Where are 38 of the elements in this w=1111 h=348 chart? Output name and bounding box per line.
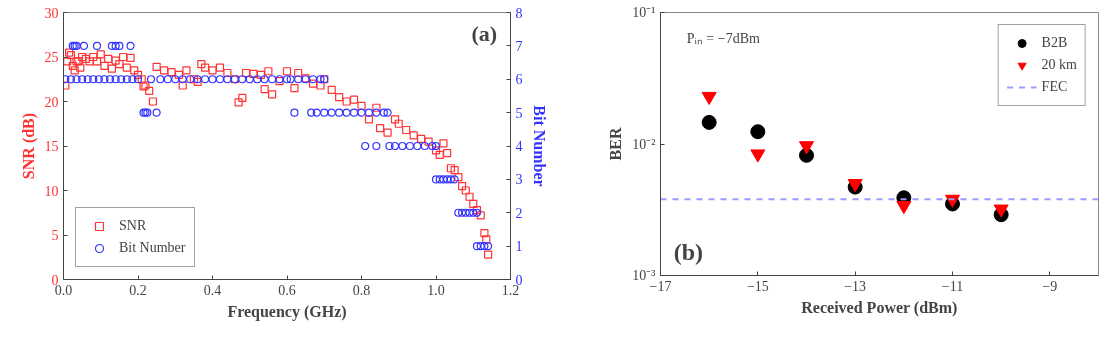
y-tick-label: 5 (51, 228, 59, 243)
y-tick-label: 25 (44, 50, 59, 65)
y-tick-label: 10 (44, 183, 59, 199)
x-tick-label: 0.8 (352, 282, 371, 298)
x-tick-label: −9 (1042, 278, 1058, 294)
y2-tick-label: 7 (515, 38, 523, 54)
legend-label: 20 km (1041, 57, 1077, 73)
annotation: (a) (471, 20, 498, 46)
y-tick-label: 20 (44, 94, 59, 110)
y2-tick-label: 6 (515, 72, 523, 88)
y2-axis-title: Bit Number (530, 105, 548, 187)
y-axis-title: BER (607, 127, 625, 161)
y-tick-label: 10⁻¹ (632, 5, 656, 20)
x-tick-label: 1.0 (427, 282, 445, 298)
legend-label: SNR (119, 218, 147, 234)
x-tick-label: −15 (746, 278, 769, 294)
y2-tick-label: 2 (515, 205, 523, 221)
legend-label: Bit Number (119, 240, 186, 256)
y-tick-label: 15 (44, 139, 59, 154)
x-axis-title: Received Power (dBm) (801, 298, 958, 317)
x-tick-label: 0.6 (278, 282, 296, 298)
y2-tick-label: 4 (515, 139, 523, 154)
y2-tick-label: 8 (515, 5, 523, 21)
x-tick-label: 0.4 (203, 282, 222, 298)
x-tick-label: 0.2 (129, 282, 147, 298)
y-tick-label: 30 (44, 5, 59, 21)
y2-tick-label: 3 (515, 172, 523, 188)
annotation: Pᵢₙ = −7dBm (686, 30, 760, 46)
legend-label: B2B (1041, 35, 1068, 51)
y2-tick-label: 5 (515, 105, 523, 121)
annotation: (b) (673, 238, 703, 265)
x-axis-title: Frequency (GHz) (227, 302, 347, 321)
legend-label: FEC (1041, 79, 1068, 95)
x-tick-label: −11 (941, 278, 964, 294)
x-tick-label: −13 (844, 278, 867, 294)
y2-tick-label: 1 (515, 239, 523, 255)
y-axis-title: SNR (dB) (19, 112, 38, 180)
y-tick-label: 10⁻² (632, 136, 656, 152)
